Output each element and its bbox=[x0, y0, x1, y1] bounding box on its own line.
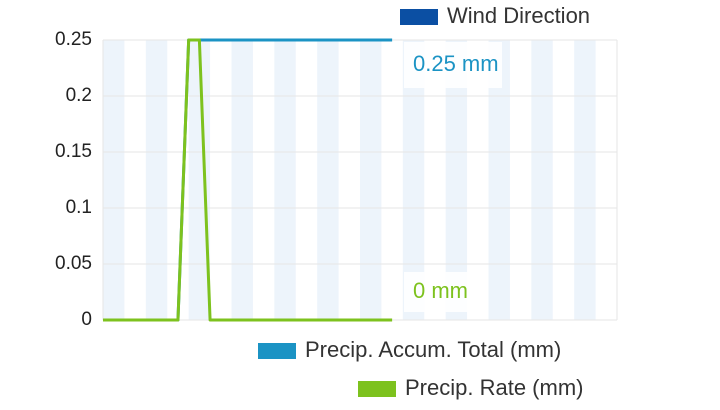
plot-background bbox=[103, 40, 596, 320]
stripe bbox=[531, 40, 553, 320]
stripe bbox=[574, 40, 596, 320]
annotation-box bbox=[404, 42, 502, 88]
annotation-box bbox=[404, 272, 484, 312]
legend-label: Precip. Rate (mm) bbox=[405, 375, 583, 400]
y-tick-label: 0.05 bbox=[55, 253, 92, 274]
series-line bbox=[103, 38, 393, 322]
legend-label: Precip. Accum. Total (mm) bbox=[305, 337, 561, 362]
stripe bbox=[402, 40, 425, 320]
y-tick-label: 0.2 bbox=[66, 85, 92, 106]
stripe bbox=[274, 40, 296, 320]
y-tick-label: 0.15 bbox=[55, 141, 92, 162]
y-tick-label: 0.25 bbox=[55, 29, 92, 50]
legend-swatch bbox=[400, 9, 438, 25]
legend-swatch bbox=[358, 381, 396, 397]
stripe bbox=[317, 40, 339, 320]
stripe bbox=[103, 40, 125, 320]
stripe bbox=[231, 40, 253, 320]
y-tick-label: 0 bbox=[81, 309, 92, 330]
stripe bbox=[445, 40, 468, 320]
stripe bbox=[488, 40, 510, 320]
legend-swatch bbox=[258, 343, 296, 359]
stripe bbox=[360, 40, 382, 320]
stripe bbox=[188, 40, 211, 320]
annotation: 0 mm bbox=[413, 278, 468, 303]
annotation: 0.25 mm bbox=[413, 51, 499, 76]
legend-label: Wind Direction bbox=[447, 3, 590, 28]
stripe bbox=[145, 40, 168, 320]
y-tick-label: 0.1 bbox=[66, 197, 92, 218]
